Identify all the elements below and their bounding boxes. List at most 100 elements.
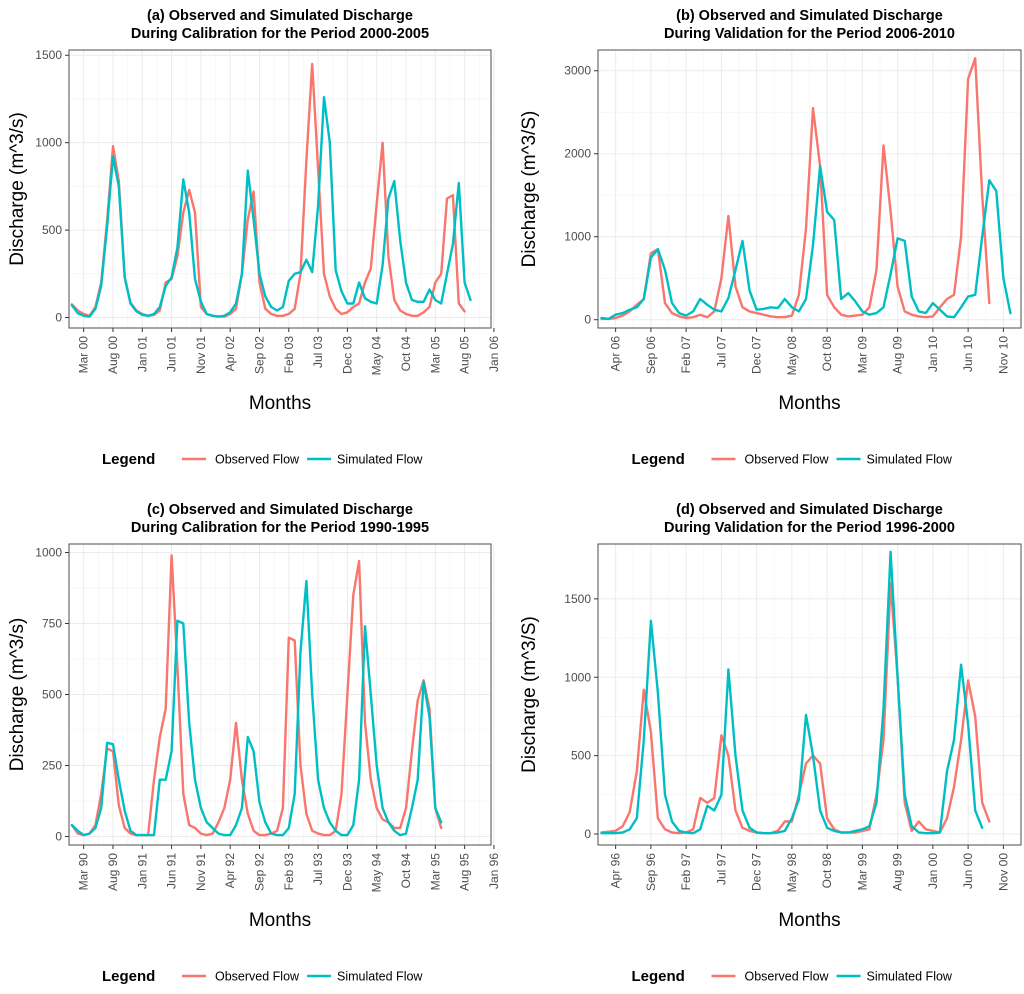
chart-title-line1-a: (a) Observed and Simulated Discharge: [147, 8, 413, 24]
y-tick-label: 1500: [35, 48, 62, 62]
y-tick-label: 0: [55, 311, 62, 325]
x-tick-label: Mar 90: [77, 853, 91, 891]
x-axis-label-c: Months: [249, 910, 311, 931]
chart-svg-d: (d) Observed and Simulated Discharge Duri…: [519, 502, 1022, 985]
x-tick-label: Feb 03: [282, 336, 296, 374]
x-tick-label: Sep 96: [644, 853, 658, 891]
x-axis-label-b: Months: [778, 393, 840, 414]
y-tick-label: 250: [42, 758, 62, 772]
legend-title: Legend: [102, 451, 155, 468]
x-tick-label: Mar 09: [855, 336, 869, 374]
y-tick-label: 0: [55, 829, 62, 843]
x-tick-label: Jun 01: [165, 336, 179, 372]
y-tick-label: 1000: [564, 670, 591, 684]
x-tick-label: Nov 01: [194, 336, 208, 374]
chart-panel-a: (a) Observed and Simulated Discharge Duri…: [0, 0, 512, 497]
x-tick-label: Aug 99: [891, 853, 905, 891]
x-tick-label: Nov 91: [194, 853, 208, 891]
chart-title-line2-c: During Calibration for the Period 1990-1…: [131, 520, 429, 536]
chart-panel-d: (d) Observed and Simulated Discharge Duri…: [512, 497, 1024, 994]
x-tick-label: Jun 10: [961, 336, 975, 372]
legend-observed-label: Observed Flow: [745, 970, 830, 984]
x-tick-label: Feb 07: [679, 336, 693, 374]
y-tick-label: 3000: [564, 64, 591, 78]
plot-area-a: [69, 50, 491, 328]
simulated-flow-line-d: [600, 550, 984, 835]
y-axis-label-b: Discharge (m^3/S): [519, 111, 540, 268]
y-tick-label: 500: [42, 688, 62, 702]
x-tick-label: Jan 96: [487, 853, 501, 889]
chart-svg-a: (a) Observed and Simulated Discharge Duri…: [7, 8, 501, 468]
y-axis-label-a: Discharge (m^3/s): [7, 112, 28, 266]
simulated-flow-line-c: [70, 579, 443, 837]
x-tick-label: Mar 99: [855, 853, 869, 891]
x-tick-label: Jan 06: [487, 336, 501, 372]
x-tick-label: Dec 97: [750, 853, 764, 891]
chart-title-line1-d: (d) Observed and Simulated Discharge: [676, 502, 943, 518]
y-tick-label: 1000: [35, 136, 62, 150]
x-tick-label: Mar 00: [77, 336, 91, 374]
x-tick-label: Aug 09: [891, 336, 905, 374]
legend-simulated-label: Simulated Flow: [337, 453, 423, 467]
legend-simulated-label: Simulated Flow: [867, 970, 953, 984]
x-tick-label: Oct 94: [399, 853, 413, 889]
x-tick-label: Jun 00: [961, 853, 975, 889]
chart-svg-c: (c) Observed and Simulated Discharge Duri…: [7, 502, 501, 985]
y-axis-label-d: Discharge (m^3/S): [519, 616, 540, 773]
plot-border-c: [68, 543, 492, 846]
y-tick-label: 1500: [564, 592, 591, 606]
legend-observed-label: Observed Flow: [215, 970, 300, 984]
x-tick-label: Jul 03: [311, 336, 325, 368]
x-tick-label: Apr 06: [609, 336, 623, 372]
x-tick-label: Apr 02: [223, 336, 237, 372]
x-tick-label: Apr 96: [609, 853, 623, 889]
x-tick-label: Feb 97: [679, 853, 693, 891]
x-tick-label: Jun 91: [165, 853, 179, 889]
x-tick-label: May 94: [370, 853, 384, 893]
chart-title-line1-b: (b) Observed and Simulated Discharge: [676, 8, 943, 24]
chart-panel-c: (c) Observed and Simulated Discharge Duri…: [0, 497, 512, 994]
y-tick-label: 750: [42, 617, 62, 631]
x-tick-label: May 98: [785, 853, 799, 893]
x-tick-label: Jul 93: [311, 853, 325, 885]
x-tick-label: Aug 95: [458, 853, 472, 891]
x-tick-label: Dec 93: [340, 853, 354, 891]
observed-flow-line-b: [600, 57, 991, 321]
chart-title-line2-d: During Validation for the Period 1996-20…: [664, 520, 955, 536]
y-tick-label: 500: [571, 749, 591, 763]
y-tick-label: 1000: [564, 230, 591, 244]
y-axis-label-c: Discharge (m^3/s): [7, 618, 28, 772]
legend-observed-label: Observed Flow: [745, 453, 830, 467]
x-axis-label-d: Months: [778, 910, 840, 931]
x-tick-label: Aug 90: [106, 853, 120, 891]
x-tick-label: Nov 00: [996, 853, 1010, 891]
x-tick-label: Mar 05: [428, 336, 442, 374]
y-tick-label: 2000: [564, 147, 591, 161]
plot-border-a: [68, 49, 492, 329]
x-tick-label: Jan 00: [926, 853, 940, 889]
chart-panel-b: (b) Observed and Simulated Discharge Duri…: [512, 0, 1024, 497]
plot-border-b: [597, 49, 1022, 329]
x-tick-label: Feb 93: [282, 853, 296, 891]
x-tick-label: Dec 03: [340, 336, 354, 374]
y-tick-label: 0: [584, 313, 591, 327]
x-tick-label: Sep 02: [252, 336, 266, 374]
y-tick-label: 0: [584, 827, 591, 841]
x-tick-label: Nov 10: [996, 336, 1010, 374]
legend-observed-label: Observed Flow: [215, 453, 300, 467]
x-tick-label: Aug 05: [458, 336, 472, 374]
x-tick-label: Oct 08: [820, 336, 834, 372]
x-tick-label: Jan 91: [135, 853, 149, 889]
plot-border-d: [597, 543, 1022, 846]
y-tick-label: 500: [42, 223, 62, 237]
legend-simulated-label: Simulated Flow: [867, 453, 953, 467]
simulated-flow-line-a: [70, 95, 472, 318]
x-tick-label: May 08: [785, 336, 799, 376]
x-tick-label: Sep 92: [252, 853, 266, 891]
x-tick-label: Oct 98: [820, 853, 834, 889]
x-tick-label: Jul 97: [714, 853, 728, 885]
legend-title: Legend: [632, 451, 685, 468]
x-tick-label: Aug 00: [106, 336, 120, 374]
x-tick-label: Apr 92: [223, 853, 237, 889]
chart-svg-b: (b) Observed and Simulated Discharge Duri…: [519, 8, 1022, 468]
